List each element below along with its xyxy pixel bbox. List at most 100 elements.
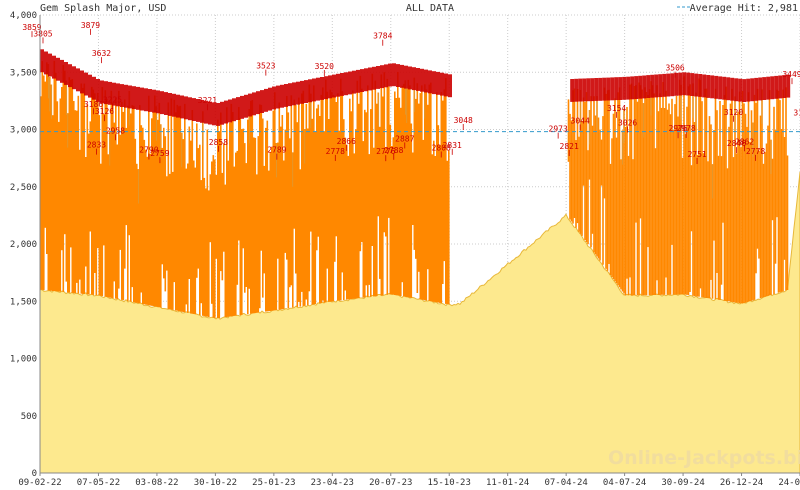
jackpot-bar [624, 127, 627, 296]
peak-cluster [300, 80, 304, 104]
jackpot-bar [400, 107, 402, 296]
peak-cluster [770, 76, 775, 100]
jackpot-bar [76, 110, 78, 283]
jackpot-bar [146, 156, 149, 305]
jackpot-bar [698, 78, 700, 297]
jackpot-bar [208, 190, 210, 317]
peak-cluster [578, 78, 583, 102]
peak-cluster [292, 82, 296, 106]
jackpot-bar [660, 107, 663, 295]
peak-cluster [436, 71, 440, 95]
jackpot-bar [218, 131, 221, 318]
jackpot-bar [407, 79, 410, 298]
peak-cluster [104, 81, 108, 105]
y-tick-label: 1,000 [10, 355, 37, 365]
peak-cluster [384, 64, 388, 88]
peak-cluster [654, 74, 659, 98]
jackpot-bar [388, 86, 390, 218]
jackpot-bar [389, 124, 392, 295]
jackpot-bar [298, 97, 300, 302]
jackpot-bar [97, 92, 99, 249]
jackpot-bar [627, 155, 630, 296]
jackpot-bar [115, 98, 117, 299]
peak-cluster [96, 79, 100, 102]
jackpot-bar [310, 93, 312, 232]
jackpot-bar [182, 139, 185, 312]
jackpot-bar [642, 103, 645, 296]
peak-cluster [80, 70, 84, 94]
jackpot-bar [599, 129, 601, 261]
jackpot-bar [656, 85, 658, 281]
peak-cluster [120, 84, 124, 107]
jackpot-bar [695, 92, 697, 297]
jackpot-bar [164, 136, 167, 292]
jackpot-bar [578, 136, 580, 232]
chart-subtitle: ALL DATA [406, 3, 454, 14]
jackpot-bar [110, 90, 113, 298]
jackpot-bar [136, 163, 138, 303]
jackpot-bar [403, 83, 405, 297]
peak-cluster [208, 101, 212, 125]
jackpot-bar [365, 112, 368, 286]
jackpot-bar [169, 173, 171, 310]
jackpot-bar [632, 159, 634, 296]
peak-cluster [160, 91, 164, 115]
peak-cluster [622, 76, 627, 100]
jackpot-bar [611, 138, 613, 278]
jackpot-bar [263, 165, 266, 274]
peak-cluster [766, 76, 771, 100]
hit-label: 3186 [84, 100, 103, 109]
jackpot-bar [437, 125, 440, 303]
hit-label: 2846 [727, 139, 746, 148]
hit-label: 2858 [209, 138, 228, 147]
jackpot-bar [696, 154, 699, 297]
peak-cluster [674, 72, 679, 96]
peak-cluster [372, 66, 376, 90]
jackpot-bar [391, 146, 393, 295]
jackpot-bar [262, 118, 264, 298]
jackpot-bar [203, 177, 206, 317]
jackpot-bar [765, 143, 768, 297]
y-tick-label: 2,500 [10, 183, 37, 193]
peak-cluster [614, 77, 619, 101]
peak-cluster [304, 80, 308, 103]
jackpot-bar [630, 83, 633, 296]
jackpot-bar [215, 174, 218, 259]
jackpot-bar [337, 93, 339, 301]
peak-cluster [686, 72, 691, 96]
peak-cluster [702, 74, 707, 98]
jackpot-bar [755, 102, 757, 274]
jackpot-bar [659, 93, 661, 295]
jackpot-bar [714, 88, 717, 300]
jackpot-bar [214, 159, 216, 319]
jackpot-bar [648, 89, 651, 296]
peak-cluster [690, 73, 695, 96]
peak-cluster [710, 75, 715, 99]
jackpot-bar [242, 128, 245, 249]
jackpot-bar [761, 89, 763, 298]
jackpot-bar [142, 127, 144, 304]
hit-label: 3048 [454, 116, 473, 125]
jackpot-bar [134, 138, 137, 303]
jackpot-bar [98, 115, 101, 296]
jackpot-bar [678, 79, 681, 295]
jackpot-bar [158, 102, 161, 308]
jackpot-bar [737, 111, 739, 303]
peak-cluster [606, 77, 611, 101]
peak-cluster [586, 78, 591, 102]
jackpot-bar [608, 89, 610, 264]
jackpot-bar [397, 72, 399, 296]
peak-cluster [726, 77, 731, 101]
x-tick-label: 24-03-25 [778, 478, 800, 488]
jackpot-bar [367, 85, 369, 298]
peak-cluster [288, 83, 292, 107]
hit-label: 3784 [373, 32, 392, 41]
jackpot-bar [53, 60, 56, 292]
jackpot-bar [173, 99, 176, 283]
peak-cluster [758, 77, 763, 101]
jackpot-bar [157, 119, 159, 307]
peak-cluster [128, 85, 132, 109]
jackpot-bar [364, 109, 366, 298]
jackpot-bar [328, 119, 330, 302]
jackpot-bar [382, 96, 384, 296]
